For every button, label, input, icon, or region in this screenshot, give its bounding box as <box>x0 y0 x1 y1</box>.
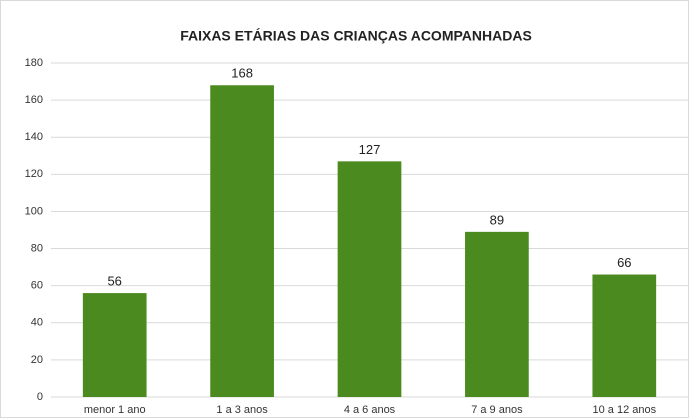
y-tick-label: 0 <box>37 391 43 403</box>
x-tick-label: 1 a 3 anos <box>216 404 268 416</box>
x-tick-label: 10 a 12 anos <box>592 404 656 416</box>
y-tick-label: 180 <box>25 57 43 69</box>
y-tick-label: 80 <box>31 242 43 254</box>
bar <box>82 293 147 397</box>
x-tick-label: 4 a 6 anos <box>344 404 396 416</box>
y-tick-label: 60 <box>31 280 43 292</box>
y-tick-label: 120 <box>25 168 43 180</box>
x-tick-label: menor 1 ano <box>84 404 146 416</box>
data-label: 56 <box>107 274 121 289</box>
data-label: 168 <box>231 66 253 81</box>
x-tick-label: 7 a 9 anos <box>471 404 523 416</box>
y-tick-label: 20 <box>31 354 43 366</box>
y-tick-label: 40 <box>31 317 43 329</box>
y-tick-label: 140 <box>25 131 43 143</box>
bar <box>210 85 274 398</box>
data-label: 127 <box>359 142 381 157</box>
bar <box>337 161 402 397</box>
y-tick-label: 100 <box>25 205 43 217</box>
chart-title: FAIXAS ETÁRIAS DAS CRIANÇAS ACOMPANHADAS <box>180 28 532 44</box>
y-tick-label: 160 <box>25 94 43 106</box>
data-label: 89 <box>490 212 504 227</box>
bar <box>465 231 529 397</box>
bar <box>592 274 657 397</box>
data-label: 66 <box>617 255 631 270</box>
